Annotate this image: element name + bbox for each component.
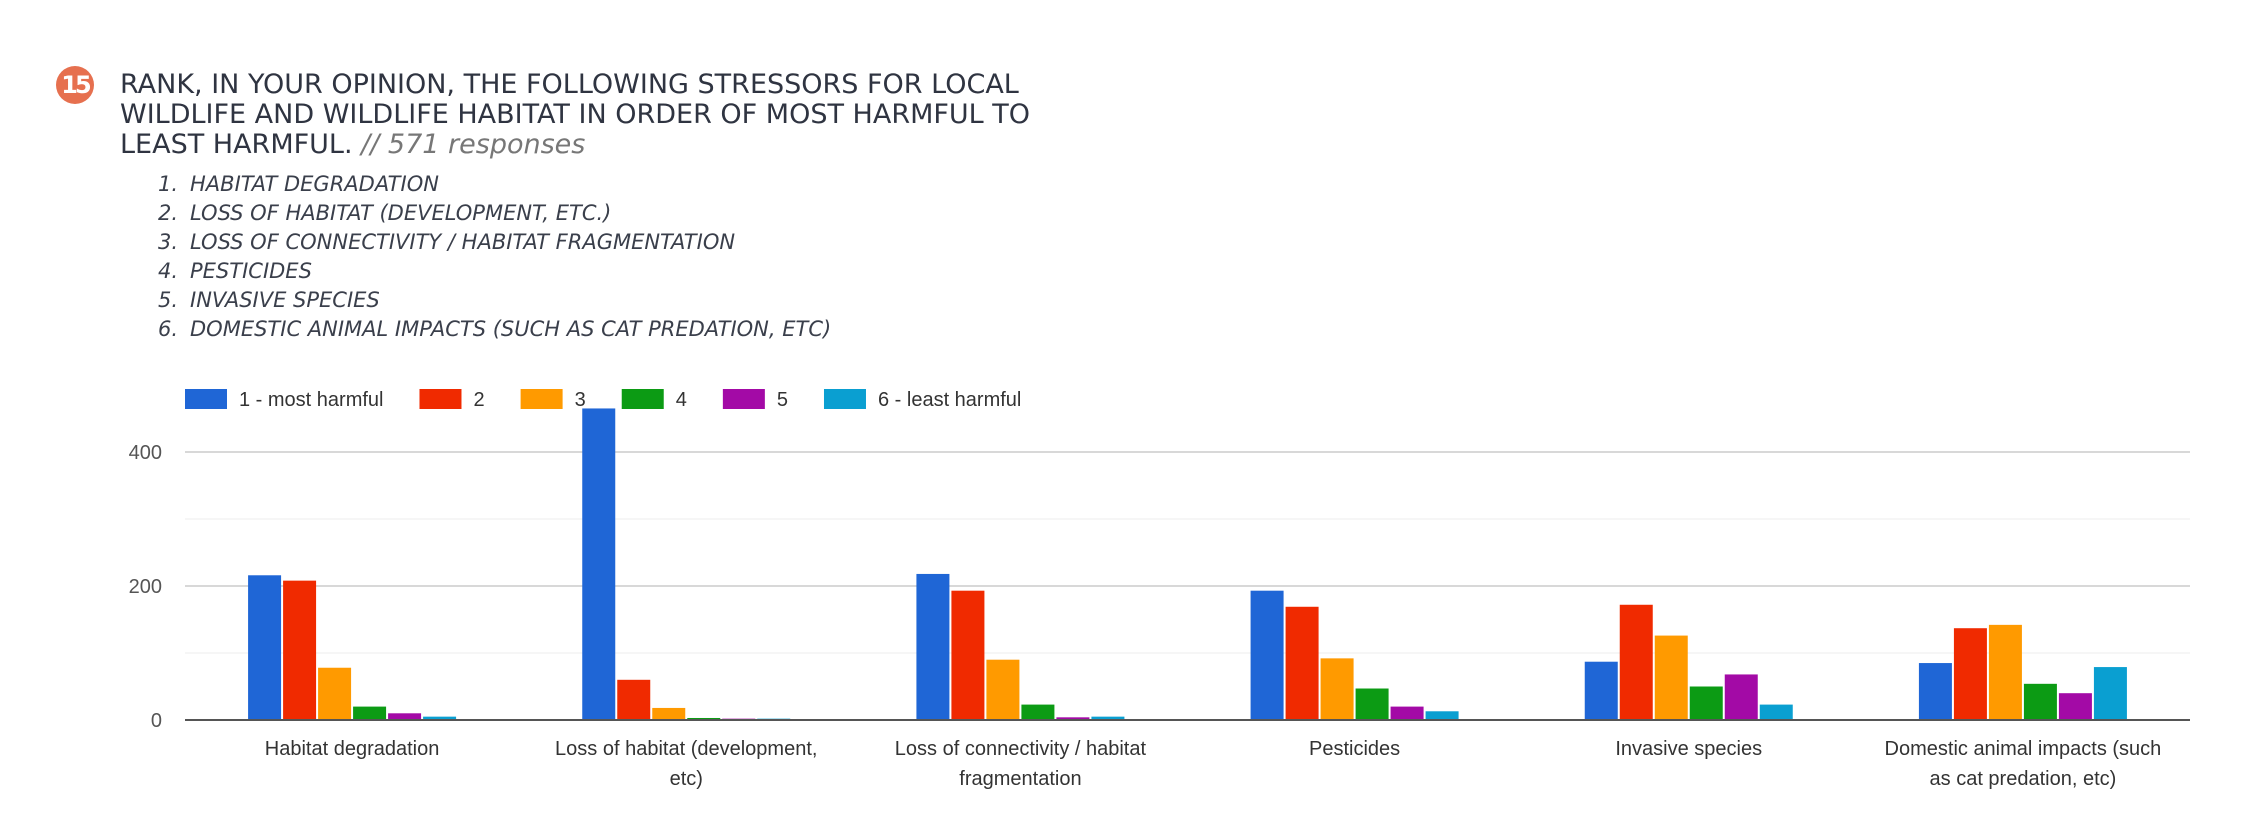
legend-label: 6 - least harmful bbox=[878, 389, 1021, 411]
list-item: 2. Loss of habitat (development, etc.) bbox=[150, 199, 831, 228]
bar bbox=[687, 717, 721, 720]
list-item: 4. Pesticides bbox=[150, 257, 831, 286]
legend-swatch bbox=[823, 389, 866, 409]
legend-swatch bbox=[185, 389, 227, 409]
list-item-label: Loss of connectivity / habitat fragmenta… bbox=[190, 230, 736, 254]
legend-swatch bbox=[621, 389, 664, 409]
list-item-label: Loss of habitat (development, etc.) bbox=[190, 201, 612, 225]
bar bbox=[916, 573, 950, 720]
legend-swatch bbox=[722, 389, 765, 409]
bar bbox=[986, 659, 1020, 720]
bar bbox=[1724, 674, 1758, 720]
bar bbox=[1654, 635, 1688, 720]
legend-label: 5 bbox=[777, 389, 788, 411]
list-item-number: 4. bbox=[157, 259, 178, 283]
legend-label: 4 bbox=[676, 389, 687, 411]
bar bbox=[1021, 704, 1055, 720]
bar bbox=[353, 706, 387, 720]
bar bbox=[582, 408, 616, 720]
stressor-list: 1. Habitat degradation 2. Loss of habitat … bbox=[150, 170, 831, 344]
bar bbox=[423, 716, 457, 720]
x-tick-label: Pesticides bbox=[1309, 738, 1400, 760]
list-item-label: Habitat degradation bbox=[190, 172, 439, 196]
bar bbox=[318, 667, 352, 720]
bar bbox=[1619, 604, 1653, 720]
list-item: 1. Habitat degradation bbox=[150, 170, 831, 199]
x-tick-label: Habitat degradation bbox=[265, 738, 440, 760]
list-item-label: Invasive species bbox=[190, 288, 380, 312]
bar bbox=[1285, 606, 1319, 720]
bar bbox=[2093, 667, 2127, 720]
bar bbox=[1689, 686, 1723, 720]
x-tick-label: Loss of habitat (development, bbox=[555, 738, 817, 760]
bar bbox=[1250, 590, 1284, 720]
list-item-number: 3. bbox=[157, 230, 178, 254]
bar bbox=[652, 707, 686, 720]
y-tick-label: 0 bbox=[151, 710, 162, 732]
legend-label: 2 bbox=[473, 389, 484, 411]
x-tick-label: Invasive species bbox=[1615, 738, 1762, 760]
bar bbox=[1425, 711, 1459, 720]
list-item-number: 1. bbox=[157, 172, 178, 196]
bar bbox=[1918, 663, 1952, 720]
y-tick-label: 200 bbox=[129, 576, 162, 598]
list-item-label: Domestic animal impacts (such as cat pre… bbox=[190, 317, 832, 341]
bar bbox=[388, 713, 422, 720]
x-tick-label: Domestic animal impacts (such bbox=[1885, 738, 2162, 760]
list-item: 5. Invasive species bbox=[150, 286, 831, 315]
bar bbox=[1091, 716, 1125, 720]
legend-swatch bbox=[520, 389, 563, 409]
list-item-label: Pesticides bbox=[190, 259, 312, 283]
bar bbox=[1320, 658, 1354, 720]
x-tick-label: fragmentation bbox=[959, 768, 1081, 790]
question-number-badge: 15 bbox=[56, 66, 94, 104]
list-item: 3. Loss of connectivity / habitat fragmen… bbox=[150, 228, 831, 257]
legend-swatch bbox=[419, 389, 462, 409]
x-tick-label: etc) bbox=[670, 768, 703, 790]
bar bbox=[283, 580, 317, 720]
bar bbox=[1056, 717, 1090, 720]
bar bbox=[2058, 693, 2092, 720]
x-tick-label: as cat predation, etc) bbox=[1930, 768, 2117, 790]
bar-chart: 0 200 400 Habitat degradation Loss of habita… bbox=[129, 389, 2190, 790]
bar bbox=[1953, 628, 1987, 720]
legend-label: 3 bbox=[575, 389, 586, 411]
x-tick-label: Loss of connectivity / habitat bbox=[895, 738, 1147, 760]
response-count: // 571 responses bbox=[361, 129, 586, 160]
list-item: 6. Domestic animal impacts (such as cat p… bbox=[150, 315, 831, 344]
list-item-number: 2. bbox=[157, 201, 178, 225]
list-item-number: 5. bbox=[157, 288, 178, 312]
legend-label: 1 - most harmful bbox=[239, 389, 383, 411]
bar bbox=[1988, 624, 2022, 720]
bar bbox=[1390, 706, 1424, 720]
question-text: Rank, in your opinion, the following str… bbox=[120, 69, 1031, 160]
list-item-number: 6. bbox=[157, 317, 178, 341]
bar bbox=[1355, 688, 1389, 720]
y-tick-label: 400 bbox=[129, 442, 162, 464]
bar bbox=[1759, 704, 1793, 720]
bar bbox=[2023, 683, 2057, 720]
bar bbox=[951, 590, 985, 720]
bar bbox=[617, 679, 651, 720]
question-title: Rank, in your opinion, the following str… bbox=[120, 70, 1120, 160]
bar bbox=[1584, 661, 1618, 720]
bar bbox=[248, 575, 282, 720]
